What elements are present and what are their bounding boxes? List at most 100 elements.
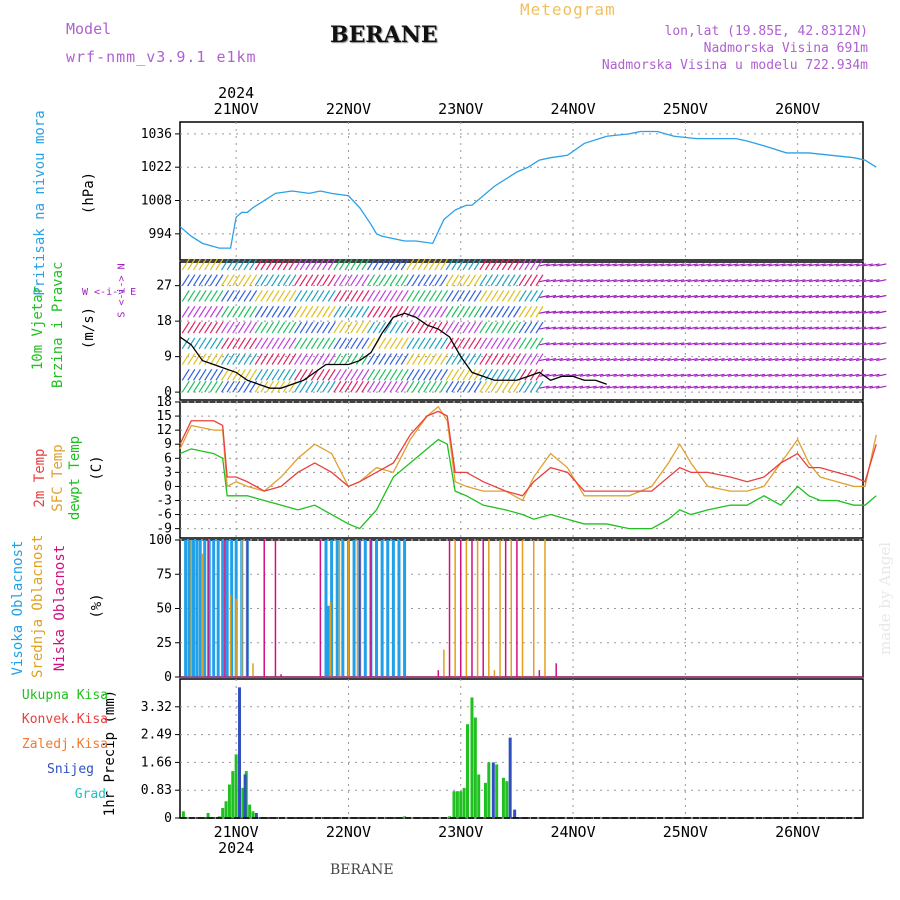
wind-barb: [606, 342, 617, 346]
wind-barb: [754, 279, 766, 283]
mid-cloud-bar: [443, 649, 445, 677]
wind-barb: [862, 385, 873, 389]
wind-barb: [862, 263, 873, 267]
wind-barb: [451, 258, 460, 271]
wind-barb: [277, 274, 286, 287]
total-precip-bar: [495, 764, 499, 818]
wind-barb: [653, 310, 665, 314]
wind-barb: [869, 357, 880, 362]
wind-barb: [299, 290, 308, 302]
wind-barb: [305, 305, 314, 318]
wind-barb: [741, 310, 752, 314]
wind-barb: [327, 321, 336, 334]
wind-barb: [260, 369, 269, 381]
wind-barb: [835, 373, 846, 377]
wind-barb: [633, 326, 644, 330]
wind-barb: [187, 353, 196, 365]
wind-barb: [626, 373, 638, 377]
wind-barb: [667, 326, 678, 330]
wind-barb: [327, 369, 336, 381]
total-precip-bar: [217, 816, 221, 818]
wind-barb: [411, 290, 420, 302]
wind-barb: [828, 294, 840, 299]
wind-barb: [802, 342, 813, 346]
mid-cloud-bar: [521, 540, 524, 677]
wind-barb: [653, 263, 665, 267]
wind-barb: [876, 373, 887, 377]
wind-barb: [215, 305, 224, 318]
wind-barb: [204, 353, 213, 365]
wind-barb: [707, 373, 718, 377]
low-cloud-bar: [224, 540, 226, 677]
wind-barb: [539, 263, 550, 267]
wind-barb: [383, 290, 392, 302]
wind-barb: [367, 305, 376, 318]
wind-barb: [338, 369, 347, 381]
wind-barb: [322, 369, 331, 381]
wind-barb: [428, 369, 437, 381]
total-precip-bar: [248, 804, 252, 818]
wind-barb: [876, 385, 887, 389]
wind-barb: [428, 353, 437, 365]
wind-barb: [254, 380, 263, 393]
wind-barb: [667, 263, 678, 267]
total-precip-bar: [234, 754, 238, 818]
mid-cloud-bar: [190, 540, 192, 677]
wind-barb: [653, 279, 665, 283]
snow-precip-bar: [243, 774, 247, 818]
wind-barb: [687, 357, 698, 362]
wind-barb: [417, 337, 426, 350]
wind-barb: [802, 279, 813, 283]
wind-barb: [496, 258, 505, 271]
wind-barb: [586, 263, 597, 267]
wind-barb: [372, 380, 381, 393]
wind-barb: [338, 305, 347, 318]
wind-barb: [428, 258, 437, 271]
wind-barb: [327, 258, 336, 271]
wind-barb: [468, 305, 477, 318]
mid-cloud-bar: [544, 540, 546, 677]
total-precip-bar: [206, 812, 210, 818]
wind-barb: [529, 353, 538, 365]
wind-barb: [545, 357, 557, 362]
wind-barb: [198, 321, 207, 334]
wind-barb: [795, 326, 806, 330]
high-cloud-bar: [225, 540, 229, 677]
wind-barb: [288, 321, 297, 334]
wind-barb: [456, 353, 465, 365]
wind-barb: [372, 258, 381, 271]
wind-barb: [694, 385, 705, 389]
wind-barb: [490, 258, 499, 271]
wind-barb: [327, 380, 336, 393]
wind-barb: [707, 263, 718, 267]
wind-barb: [209, 369, 218, 381]
wind-barb: [400, 321, 409, 334]
total-precip-bar: [452, 791, 456, 818]
wind-barb: [535, 290, 544, 302]
temperature-tick-label: 0: [164, 479, 172, 494]
wind-barb: [727, 310, 739, 314]
wind-barb: [507, 369, 516, 381]
wind-barb: [406, 380, 415, 393]
day-label-top: 25NOV: [663, 100, 708, 118]
wind-barb: [552, 326, 563, 330]
wind-barb: [204, 258, 213, 271]
wind-barb: [355, 258, 364, 271]
wind-barb: [361, 305, 370, 318]
wind-barb: [378, 380, 387, 393]
wind-barb: [265, 321, 274, 334]
wind-barb: [294, 305, 303, 318]
wind-barb: [204, 380, 213, 393]
wind-barb: [243, 258, 252, 271]
wind-barb: [633, 263, 644, 267]
wind-barb: [417, 305, 426, 318]
wind-barb: [754, 373, 766, 377]
footer-station-label: BERANE: [330, 862, 394, 878]
wind-barb: [822, 294, 833, 299]
wind-barb: [822, 357, 833, 362]
wind-barb: [338, 337, 347, 350]
high-cloud-bar: [184, 540, 188, 677]
wind-barb: [490, 321, 499, 334]
wind-barb: [768, 310, 779, 314]
wind-barb: [707, 357, 718, 362]
